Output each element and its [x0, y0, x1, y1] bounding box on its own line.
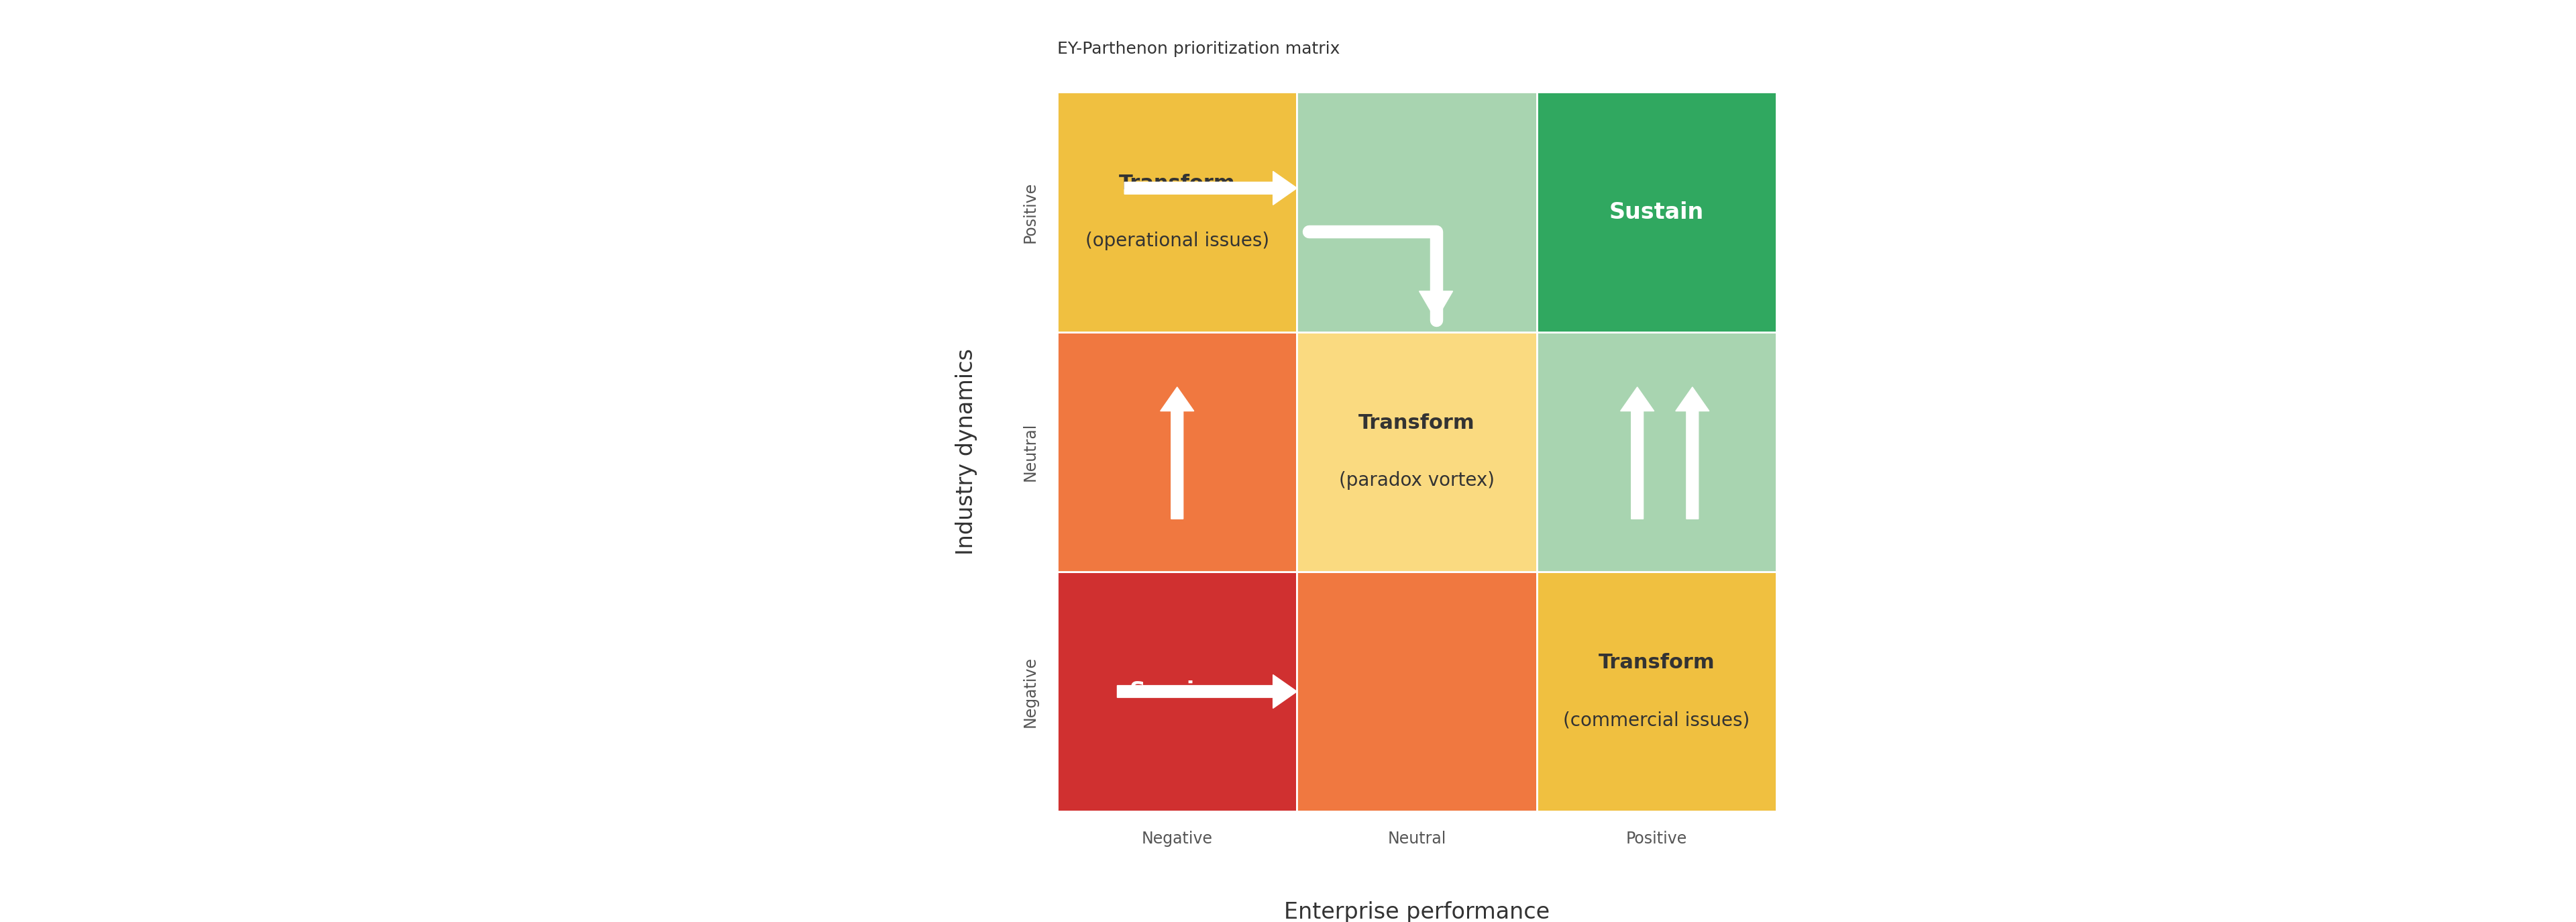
Text: Positive: Positive — [1023, 182, 1038, 242]
Text: (operational issues): (operational issues) — [1084, 231, 1270, 250]
FancyArrow shape — [1419, 291, 1453, 320]
Bar — [1056, 572, 1296, 811]
Bar — [1056, 332, 1296, 572]
Bar — [1538, 572, 1777, 811]
Text: (commercial issues): (commercial issues) — [1564, 711, 1749, 729]
Text: Transform: Transform — [1597, 653, 1716, 672]
Text: Negative: Negative — [1023, 656, 1038, 727]
Bar — [1538, 332, 1777, 572]
FancyArrow shape — [1620, 387, 1654, 519]
Text: Positive: Positive — [1625, 831, 1687, 846]
FancyArrow shape — [1159, 387, 1193, 519]
Text: Enterprise performance: Enterprise performance — [1283, 901, 1551, 922]
Text: Neutral: Neutral — [1023, 422, 1038, 481]
Text: Sustain: Sustain — [1610, 201, 1703, 223]
Bar — [1296, 92, 1538, 332]
Text: (paradox vortex): (paradox vortex) — [1340, 471, 1494, 490]
Bar — [1538, 92, 1777, 332]
FancyArrow shape — [1126, 171, 1296, 205]
Text: Neutral: Neutral — [1388, 831, 1445, 846]
Text: Negative: Negative — [1141, 831, 1213, 846]
Text: Transform: Transform — [1358, 413, 1476, 432]
Bar — [1056, 92, 1296, 332]
Text: Transform: Transform — [1118, 173, 1236, 193]
Text: Industry dynamics: Industry dynamics — [956, 349, 976, 555]
Bar — [1296, 572, 1538, 811]
Text: EY-Parthenon prioritization matrix: EY-Parthenon prioritization matrix — [1056, 41, 1340, 57]
FancyArrow shape — [1118, 675, 1296, 708]
FancyArrow shape — [1674, 387, 1708, 519]
Bar — [1296, 332, 1538, 572]
Text: Survive: Survive — [1131, 680, 1224, 703]
